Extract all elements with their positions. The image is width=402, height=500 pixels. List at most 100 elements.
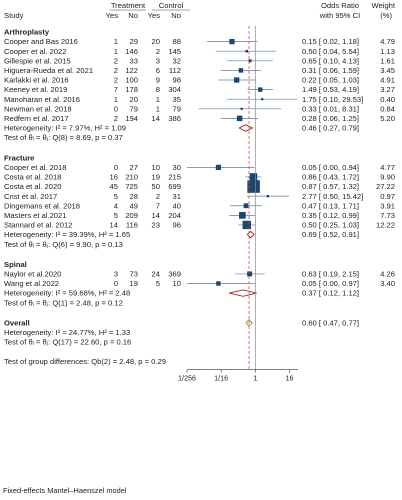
control-yes: 5 (156, 279, 160, 288)
odds-ratio-ci: 0.50 [ 0.25, 1.03] (302, 221, 359, 230)
treatment-no: 209 (125, 211, 138, 220)
treatment-yes: 3 (114, 270, 118, 279)
heterogeneity-test: Test of θᵢ = θⱼ: Q(6) = 9.90, p = 0.13 (4, 240, 123, 249)
heterogeneity-test: Test of θᵢ = θⱼ: Q(1) = 2.48, p = 0.12 (4, 298, 123, 307)
study-label: Cooper et al. 2018 (4, 163, 66, 172)
study-label: Dingemans et al. 2018 (4, 201, 80, 210)
control-yes: 2 (156, 192, 160, 201)
odds-ratio-ci: 0.05 [ 0.00, 0.94] (302, 163, 359, 172)
control-yes: 1 (156, 104, 160, 113)
study-weight: 0.40 (380, 95, 395, 104)
pooled-or-ci: 0.37 [ 0.12, 1.12] (302, 289, 359, 298)
control-no: 145 (168, 47, 181, 56)
treatment-yes: 1 (114, 37, 118, 46)
control-yes: 3 (156, 56, 160, 65)
treatment-no: 725 (125, 182, 138, 191)
pooled-diamond (246, 230, 255, 239)
control-yes: 1 (156, 95, 160, 104)
odds-ratio-ci: 2.77 [ 0.50, 15.42] (302, 192, 363, 201)
study-weight: 4.77 (380, 163, 395, 172)
overall-heterogeneity: Heterogeneity: I² = 24.77%, H² = 1.33 (4, 328, 130, 337)
group-heading: Fracture (4, 153, 34, 162)
treatment-no: 49 (130, 201, 138, 210)
treatment-yes: 1 (114, 95, 118, 104)
study-label: Masters et al.2021 (4, 211, 66, 220)
treatment-no: 29 (130, 37, 138, 46)
header-control: Control (159, 1, 184, 10)
treatment-no: 194 (125, 114, 138, 123)
overall-or-ci: 0.60 [ 0.47, 0.77] (302, 318, 359, 327)
control-no: 88 (173, 37, 181, 46)
point-estimate (259, 88, 262, 91)
study-label: Newman et al. 2018 (4, 104, 72, 113)
study-weight: 3.91 (380, 201, 395, 210)
study-label: Stannard et al. 2012 (4, 221, 72, 230)
group-heading: Spinal (4, 260, 27, 269)
control-no: 98 (173, 76, 181, 85)
study-weight: 0.97 (380, 192, 395, 201)
study-label: Costa et al. 2018 (4, 173, 61, 182)
x-tick-label: 1 (253, 374, 257, 383)
header-weight-label: Weight (372, 1, 396, 10)
control-yes: 6 (156, 66, 160, 75)
point-estimate (231, 40, 233, 43)
control-no: 369 (168, 270, 181, 279)
odds-ratio-ci: 0.28 [ 0.06, 1.25] (302, 114, 359, 123)
point-estimate (252, 176, 255, 178)
study-label: Crist et al. 2017 (4, 192, 57, 201)
point-estimate (217, 166, 220, 169)
study-label: Karlakki et al. 2016 (4, 76, 69, 85)
study-label: Higuera-Rueda et al. 2021 (4, 66, 93, 75)
point-estimate (245, 50, 248, 52)
treatment-yes: 0 (114, 104, 118, 113)
treatment-no: 27 (130, 163, 138, 172)
point-estimate (245, 224, 248, 226)
study-label: Naylor et al.2020 (4, 270, 61, 279)
model-footnote: Fixed-effects Mantel–Haenszel model (3, 486, 127, 495)
treatment-yes: 4 (114, 201, 118, 210)
treatment-yes: 1 (114, 47, 118, 56)
study-weight: 27.22 (376, 182, 395, 191)
treatment-yes: 0 (114, 163, 118, 172)
study-weight: 9.90 (380, 173, 395, 182)
study-weight: 5.20 (380, 114, 395, 123)
odds-ratio-ci: 0.33 [ 0.01, 8.31] (302, 104, 359, 113)
treatment-yes: 2 (114, 114, 118, 123)
control-no: 699 (168, 182, 181, 191)
point-estimate (241, 214, 244, 217)
treatment-no: 178 (125, 85, 138, 94)
study-weight: 12.22 (376, 221, 395, 230)
point-estimate (240, 108, 243, 110)
pooled-diamond (238, 124, 254, 132)
study-weight: 4.79 (380, 37, 395, 46)
study-label: Wang et al.2022 (4, 279, 59, 288)
treatment-no: 116 (126, 221, 138, 230)
control-yes: 8 (156, 85, 160, 94)
control-no: 386 (168, 114, 181, 123)
treatment-no: 210 (125, 173, 138, 182)
control-yes: 50 (152, 182, 160, 191)
study-weight: 4.91 (380, 76, 395, 85)
overall-heading: Overall (4, 318, 30, 327)
control-yes: 14 (152, 114, 160, 123)
header-study: Study (4, 11, 24, 20)
point-estimate (261, 98, 264, 100)
heterogeneity-test: Test of θᵢ = θⱼ: Q(8) = 8.69, p = 0.37 (4, 133, 123, 142)
odds-ratio-ci: 0.87 [ 0.57, 1.32] (302, 182, 359, 191)
point-estimate (238, 117, 241, 120)
control-yes: 19 (152, 173, 160, 182)
study-weight: 7.73 (380, 211, 395, 220)
heterogeneity-text: Heterogeneity: I² = 7.97%, H² = 1.09 (4, 124, 126, 133)
odds-ratio-ci: 0.86 [ 0.43, 1.72] (302, 173, 359, 182)
study-label: Manoharan et al. 2016 (4, 95, 80, 104)
overall-test: Test of θᵢ = θⱼ: Q(17) = 22.60, p = 0.16 (4, 338, 131, 347)
point-estimate (252, 185, 255, 188)
control-no: 215 (168, 173, 181, 182)
point-estimate (245, 204, 247, 207)
header-c-no: No (171, 11, 181, 20)
treatment-yes: 5 (114, 211, 118, 220)
treatment-yes: 5 (114, 192, 118, 201)
header-or-label: Odds Ratio (321, 1, 359, 10)
treatment-no: 146 (125, 47, 138, 56)
odds-ratio-ci: 0.35 [ 0.12, 0.99] (302, 211, 359, 220)
